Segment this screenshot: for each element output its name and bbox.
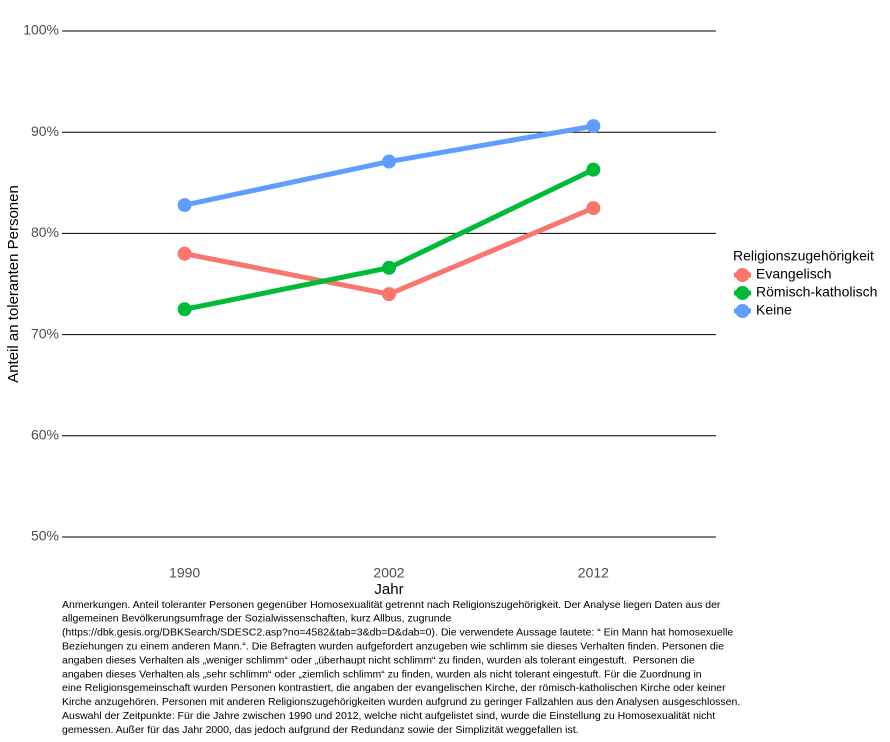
legend-label: Evangelisch <box>756 266 832 282</box>
note-line: Kirche anzugehören. Personen mit anderen… <box>62 696 740 708</box>
legend-title: Religionszugehörigkeit <box>733 248 874 264</box>
y-tick-label: 80% <box>31 224 59 240</box>
x-tick-label: 2002 <box>373 565 404 581</box>
x-axis-title: Jahr <box>374 581 403 598</box>
legend-label: Römisch-katholisch <box>756 284 877 300</box>
data-point <box>586 119 601 134</box>
series-line <box>184 205 595 297</box>
legend-label: Keine <box>756 302 792 318</box>
note-line: allgemeinen Bevölkerungsumfrage der Sozi… <box>62 613 451 625</box>
legend-swatch <box>735 304 750 318</box>
x-tick-label: 2012 <box>578 565 609 581</box>
y-tick-label: 90% <box>31 123 59 139</box>
note-line: Anmerkungen. Anteil toleranter Personen … <box>62 599 721 611</box>
note-line: gemessen. Außer für das Jahr 2000, das j… <box>62 724 579 736</box>
note-line: (https://dbk.gesis.org/DBKSearch/SDESC2.… <box>62 627 733 639</box>
data-point <box>177 302 192 317</box>
y-tick-label: 50% <box>31 528 59 544</box>
x-tick-label: 1990 <box>169 565 200 581</box>
data-point <box>382 260 396 275</box>
data-point <box>586 162 601 177</box>
legend-swatch <box>735 286 750 300</box>
note-line: eine Religionsgemeinschaft wurden Person… <box>62 682 726 694</box>
y-tick-label: 70% <box>31 325 59 341</box>
note-line: angaben dieses Verhalten als „weniger sc… <box>62 654 695 666</box>
data-point <box>382 287 396 302</box>
y-tick-label: 60% <box>31 427 59 443</box>
data-point <box>586 201 601 216</box>
note-line: Auswahl der Zeitpunkte: Für die Jahre zw… <box>62 710 715 722</box>
legend-swatch <box>735 268 750 282</box>
note-line: Beziehungen zu einem anderen Mann.“. Die… <box>62 640 724 652</box>
data-point <box>177 246 192 261</box>
y-axis-title: Anteil an toleranten Personen <box>5 185 22 383</box>
note-line: angaben dieses Verhalten als „sehr schli… <box>62 668 702 680</box>
y-tick-label: 100% <box>23 22 59 38</box>
data-point <box>382 154 396 169</box>
data-point <box>177 198 192 213</box>
